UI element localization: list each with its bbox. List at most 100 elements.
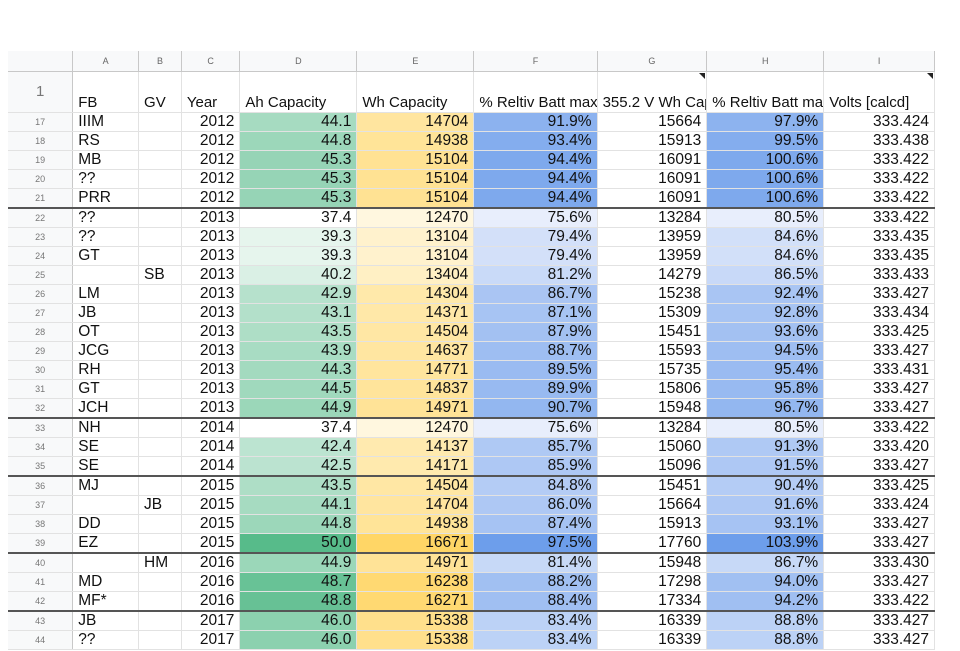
cell-reltiv-batt-max-2[interactable]: 97.9% xyxy=(706,112,825,132)
header-cell-i[interactable]: Volts [calcd] xyxy=(823,71,935,113)
row-number[interactable]: 31 xyxy=(8,379,74,399)
cell-year[interactable]: 2013 xyxy=(181,265,241,285)
cell-gv[interactable]: JB xyxy=(138,495,182,515)
cell-volts[interactable]: 333.427 xyxy=(823,610,935,631)
cell-volts[interactable]: 333.427 xyxy=(823,572,935,592)
cell-year[interactable]: 2016 xyxy=(181,552,241,573)
header-cell-a[interactable]: FB xyxy=(72,71,140,113)
cell-year[interactable]: 2017 xyxy=(181,630,241,650)
row-number[interactable]: 32 xyxy=(8,398,74,419)
cell-gv[interactable] xyxy=(138,514,182,534)
cell-volts[interactable]: 333.433 xyxy=(823,265,935,285)
cell-reltiv-batt-max-2[interactable]: 90.4% xyxy=(706,475,825,496)
cell-ah-capacity[interactable]: 45.3 xyxy=(239,150,358,170)
cell-wh-cap[interactable]: 15593 xyxy=(597,341,708,361)
cell-volts[interactable]: 333.422 xyxy=(823,150,935,170)
cell-ah-capacity[interactable]: 44.8 xyxy=(239,131,358,151)
cell-reltiv-batt-max-2[interactable]: 93.1% xyxy=(706,514,825,534)
cell-year[interactable]: 2013 xyxy=(181,227,241,247)
cell-volts[interactable]: 333.427 xyxy=(823,398,935,419)
cell-gv[interactable] xyxy=(138,227,182,247)
cell-wh-capacity[interactable]: 15104 xyxy=(356,188,475,209)
cell-reltiv-batt-max[interactable]: 97.5% xyxy=(473,533,598,554)
cell-reltiv-batt-max[interactable]: 94.4% xyxy=(473,188,598,209)
row-number[interactable]: 44 xyxy=(8,630,74,650)
cell-wh-capacity[interactable]: 14704 xyxy=(356,112,475,132)
cell-fb[interactable]: EZ xyxy=(72,533,140,554)
cell-reltiv-batt-max[interactable]: 83.4% xyxy=(473,610,598,631)
cell-ah-capacity[interactable]: 44.1 xyxy=(239,495,358,515)
cell-volts[interactable]: 333.427 xyxy=(823,533,935,554)
cell-volts[interactable]: 333.424 xyxy=(823,495,935,515)
cell-ah-capacity[interactable]: 44.9 xyxy=(239,552,358,573)
row-number[interactable]: 28 xyxy=(8,322,74,342)
cell-year[interactable]: 2016 xyxy=(181,591,241,612)
cell-reltiv-batt-max-2[interactable]: 92.4% xyxy=(706,284,825,304)
cell-reltiv-batt-max-2[interactable]: 100.6% xyxy=(706,150,825,170)
cell-fb[interactable]: LM xyxy=(72,284,140,304)
cell-reltiv-batt-max[interactable]: 79.4% xyxy=(473,227,598,247)
cell-fb[interactable]: ?? xyxy=(72,169,140,189)
cell-wh-capacity[interactable]: 13104 xyxy=(356,227,475,247)
cell-gv[interactable] xyxy=(138,322,182,342)
cell-reltiv-batt-max-2[interactable]: 91.3% xyxy=(706,437,825,457)
cell-year[interactable]: 2013 xyxy=(181,246,241,266)
cell-reltiv-batt-max-2[interactable]: 80.5% xyxy=(706,207,825,228)
cell-gv[interactable]: SB xyxy=(138,265,182,285)
cell-wh-cap[interactable]: 15735 xyxy=(597,360,708,380)
cell-volts[interactable]: 333.425 xyxy=(823,475,935,496)
cell-gv[interactable] xyxy=(138,284,182,304)
cell-wh-cap[interactable]: 15451 xyxy=(597,322,708,342)
cell-year[interactable]: 2013 xyxy=(181,341,241,361)
cell-fb[interactable]: RS xyxy=(72,131,140,151)
cell-gv[interactable] xyxy=(138,610,182,631)
cell-gv[interactable] xyxy=(138,112,182,132)
cell-ah-capacity[interactable]: 43.9 xyxy=(239,341,358,361)
cell-gv[interactable] xyxy=(138,341,182,361)
cell-volts[interactable]: 333.435 xyxy=(823,227,935,247)
header-cell-c[interactable]: Year xyxy=(181,71,241,113)
cell-reltiv-batt-max-2[interactable]: 96.7% xyxy=(706,398,825,419)
cell-volts[interactable]: 333.424 xyxy=(823,112,935,132)
cell-wh-cap[interactable]: 13284 xyxy=(597,417,708,438)
row-number[interactable]: 27 xyxy=(8,303,74,323)
cell-ah-capacity[interactable]: 39.3 xyxy=(239,227,358,247)
row-number[interactable]: 41 xyxy=(8,572,74,592)
row-number[interactable]: 39 xyxy=(8,533,74,554)
cell-wh-capacity[interactable]: 14504 xyxy=(356,475,475,496)
cell-fb[interactable]: OT xyxy=(72,322,140,342)
cell-reltiv-batt-max-2[interactable]: 100.6% xyxy=(706,169,825,189)
cell-gv[interactable] xyxy=(138,591,182,612)
cell-ah-capacity[interactable]: 42.9 xyxy=(239,284,358,304)
cell-ah-capacity[interactable]: 42.4 xyxy=(239,437,358,457)
column-header-c[interactable]: C xyxy=(181,51,241,72)
cell-fb[interactable]: GT xyxy=(72,246,140,266)
cell-fb[interactable]: MD xyxy=(72,572,140,592)
cell-ah-capacity[interactable]: 39.3 xyxy=(239,246,358,266)
cell-fb[interactable]: ?? xyxy=(72,630,140,650)
cell-wh-cap[interactable]: 16091 xyxy=(597,188,708,209)
cell-reltiv-batt-max[interactable]: 87.4% xyxy=(473,514,598,534)
cell-ah-capacity[interactable]: 50.0 xyxy=(239,533,358,554)
row-number[interactable]: 33 xyxy=(8,417,74,438)
cell-fb[interactable]: SE xyxy=(72,456,140,477)
cell-wh-capacity[interactable]: 13404 xyxy=(356,265,475,285)
row-number[interactable]: 22 xyxy=(8,207,74,228)
cell-reltiv-batt-max[interactable]: 93.4% xyxy=(473,131,598,151)
cell-wh-capacity[interactable]: 12470 xyxy=(356,417,475,438)
cell-wh-capacity[interactable]: 16271 xyxy=(356,591,475,612)
cell-ah-capacity[interactable]: 40.2 xyxy=(239,265,358,285)
cell-reltiv-batt-max[interactable]: 87.1% xyxy=(473,303,598,323)
cell-wh-cap[interactable]: 15451 xyxy=(597,475,708,496)
row-number[interactable]: 43 xyxy=(8,610,74,631)
column-header-e[interactable]: E xyxy=(356,51,475,72)
cell-gv[interactable] xyxy=(138,533,182,554)
cell-gv[interactable] xyxy=(138,456,182,477)
cell-gv[interactable] xyxy=(138,572,182,592)
header-cell-h[interactable]: % Reltiv Batt max xyxy=(706,71,825,113)
row-number[interactable]: 21 xyxy=(8,188,74,209)
cell-wh-capacity[interactable]: 14371 xyxy=(356,303,475,323)
cell-year[interactable]: 2013 xyxy=(181,284,241,304)
cell-reltiv-batt-max[interactable]: 88.2% xyxy=(473,572,598,592)
cell-reltiv-batt-max-2[interactable]: 84.6% xyxy=(706,246,825,266)
